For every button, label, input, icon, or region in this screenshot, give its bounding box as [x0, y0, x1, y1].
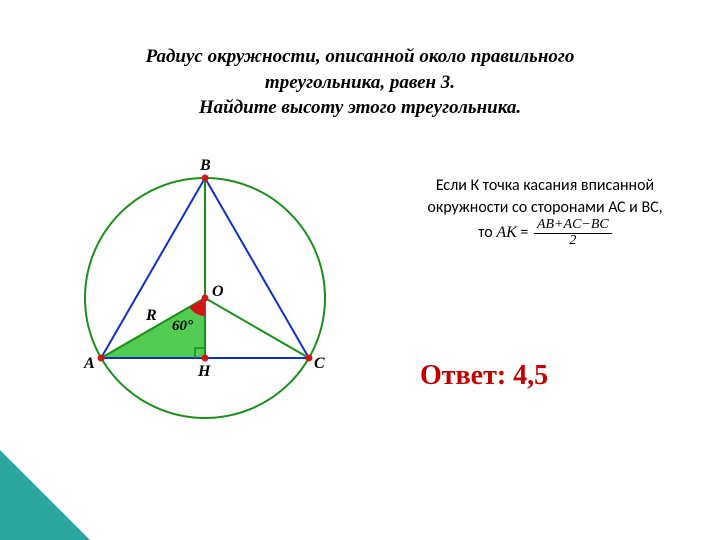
problem-line-3: Найдите высоту этого треугольника.	[199, 97, 521, 118]
diagram-svg: A B C O H R 60°	[60, 150, 350, 440]
label-C: C	[314, 355, 325, 372]
point-B	[202, 175, 209, 182]
slide: Радиус окружности, описанной около прави…	[0, 0, 720, 540]
formula-eq: =	[520, 223, 532, 242]
geometry-diagram: A B C O H R 60°	[60, 150, 350, 440]
label-A: A	[83, 355, 95, 372]
formula-lhs: AK	[496, 224, 516, 241]
point-H	[202, 355, 209, 362]
label-B: B	[199, 157, 211, 174]
label-angle-60: 60°	[172, 318, 193, 334]
formula-line-2: окружности со сторонами АС и ВС,	[427, 198, 662, 217]
label-O: O	[212, 283, 224, 300]
formula-fraction: AB+AC−BC 2	[534, 218, 612, 248]
formula-line-1: Если К точка касания вписанной	[436, 176, 654, 195]
problem-line-2: треугольника, равен 3.	[265, 72, 455, 93]
formula-prefix: то	[478, 223, 496, 242]
problem-statement: Радиус окружности, описанной около прави…	[90, 44, 630, 121]
problem-line-1: Радиус окружности, описанной около прави…	[146, 46, 575, 67]
label-R: R	[145, 307, 157, 324]
point-C	[305, 355, 312, 362]
point-O	[202, 295, 209, 302]
answer-text: Ответ: 4,5	[420, 360, 548, 392]
corner-accent	[0, 450, 90, 540]
formula-denominator: 2	[534, 234, 612, 249]
radius-OC	[205, 298, 309, 358]
formula-numerator: AB+AC−BC	[534, 218, 612, 234]
point-A	[98, 355, 105, 362]
formula-block: Если К точка касания вписанной окружност…	[400, 175, 690, 249]
answer-label: Ответ: 4,5	[420, 360, 548, 391]
label-H: H	[197, 363, 211, 380]
